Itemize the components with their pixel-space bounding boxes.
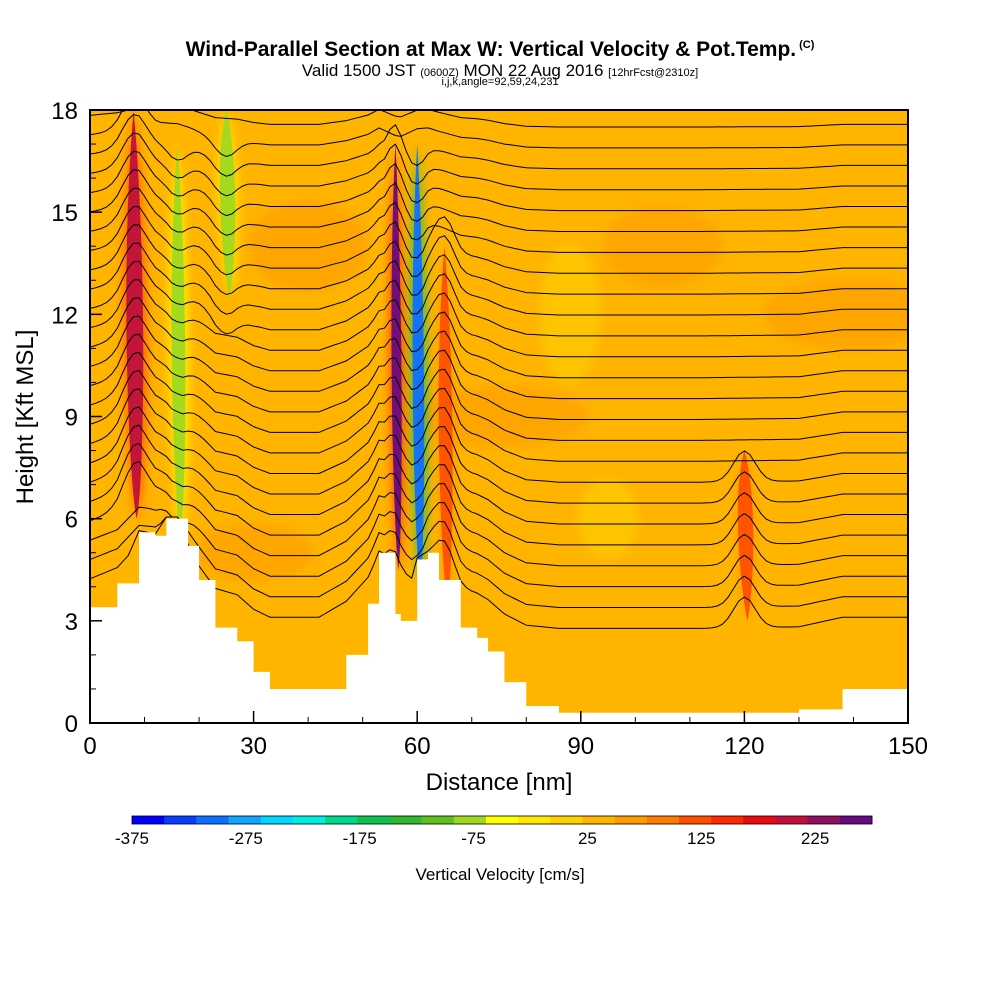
colorbar-swatch xyxy=(228,816,262,824)
theta-contour xyxy=(90,150,908,217)
colorbar-swatch xyxy=(614,816,648,824)
colorbar-swatch xyxy=(164,816,197,824)
theta-contour xyxy=(90,279,908,358)
theta-contour xyxy=(90,460,908,567)
colorbar: -375 -275 -175 -75 25 125 225 xyxy=(115,815,873,848)
x-tick-label: 150 xyxy=(888,733,928,760)
theta-contour xyxy=(90,297,908,379)
theta-contour xyxy=(90,110,908,128)
theta-contours xyxy=(90,88,908,629)
x-tick-label: 30 xyxy=(240,733,267,760)
velocity-patch xyxy=(193,524,314,581)
theta-contour xyxy=(90,501,908,588)
theta-contour xyxy=(90,516,908,629)
theta-contour xyxy=(90,516,908,608)
colorbar-title: Vertical Velocity [cm/s] xyxy=(415,865,584,884)
colorbar-label: -75 xyxy=(461,829,486,848)
colorbar-swatch xyxy=(711,816,744,824)
y-tick-label: 18 xyxy=(51,98,78,125)
theta-contour xyxy=(90,333,908,420)
colorbar-swatch xyxy=(260,816,294,824)
y-tick-label: 12 xyxy=(51,302,78,329)
y-tick-label: 0 xyxy=(65,711,78,738)
y-axis: 0 3 6 9 12 15 18 xyxy=(51,98,102,738)
theta-contour xyxy=(90,110,908,158)
theta-contour xyxy=(90,406,908,504)
theta-contour xyxy=(90,242,908,316)
colorbar-label: -375 xyxy=(115,829,149,848)
terrain-fill xyxy=(90,518,908,723)
theta-contour xyxy=(90,114,908,177)
terrain-mask xyxy=(90,518,908,723)
y-axis-title: Height [Kft MSL] xyxy=(12,330,39,505)
colorbar-swatch xyxy=(743,816,776,824)
colorbar-swatch xyxy=(550,816,583,824)
velocity-patch xyxy=(539,244,600,385)
colorbar-swatch xyxy=(357,816,390,824)
colorbar-label: 25 xyxy=(578,829,597,848)
x-axis-title: Distance [nm] xyxy=(426,769,573,796)
colorbar-swatch xyxy=(132,816,165,824)
colorbar-swatch xyxy=(292,816,326,824)
chart-title: Wind-Parallel Section at Max W: Vertical… xyxy=(185,38,815,61)
colorbar-swatch xyxy=(485,816,519,824)
velocity-patch xyxy=(409,386,589,447)
velocity-field xyxy=(90,110,908,723)
colorbar-swatch xyxy=(196,816,229,824)
x-tick-label: 90 xyxy=(567,733,594,760)
theta-contour xyxy=(90,224,908,296)
colorbar-label: 225 xyxy=(801,829,829,848)
theta-contour xyxy=(90,369,908,462)
colorbar-swatch xyxy=(518,816,551,824)
colorbar-swatch xyxy=(678,816,712,824)
colorbar-swatch xyxy=(453,816,487,824)
velocity-patch xyxy=(763,279,908,350)
chart-subtitle: Valid 1500 JST (0600Z) MON 22 Aug 2016 [… xyxy=(301,61,699,80)
velocity-patch xyxy=(578,478,639,559)
velocity-patch xyxy=(248,201,369,292)
colorbar-swatch xyxy=(421,816,455,824)
colorbar-swatch xyxy=(775,816,809,824)
theta-contour xyxy=(90,88,908,106)
chart-indices: i,j,k,angle=92,59,24,231 xyxy=(441,76,559,88)
theta-contour xyxy=(90,424,908,525)
x-tick-label: 0 xyxy=(83,733,96,760)
velocity-feature xyxy=(438,246,453,604)
colorbar-swatch xyxy=(646,816,680,824)
x-axis: 0 30 60 90 120 150 xyxy=(83,711,928,760)
colorbar-label: -175 xyxy=(343,829,377,848)
theta-contour xyxy=(90,442,908,546)
theta-contour xyxy=(90,187,908,256)
theta-contour xyxy=(90,205,908,276)
colorbar-frame xyxy=(131,815,873,825)
colorbar-label: -275 xyxy=(229,829,263,848)
y-tick-label: 15 xyxy=(51,200,78,227)
y-tick-label: 6 xyxy=(65,507,78,534)
theta-contour xyxy=(90,351,908,441)
x-tick-label: 120 xyxy=(724,733,764,760)
theta-contour xyxy=(90,260,908,337)
colorbar-swatch xyxy=(839,816,873,824)
theta-contour xyxy=(90,132,908,197)
theta-contour xyxy=(90,315,908,400)
theta-contour xyxy=(90,388,908,483)
colorbar-swatch xyxy=(807,816,841,824)
y-tick-label: 9 xyxy=(65,405,78,432)
y-tick-label: 3 xyxy=(65,609,78,636)
velocity-patch xyxy=(602,206,723,287)
colorbar-swatch xyxy=(389,816,422,824)
colorbar-swatch xyxy=(325,816,358,824)
colorbar-swatch xyxy=(582,816,615,824)
velocity-feature xyxy=(219,110,236,298)
colorbar-label: 125 xyxy=(687,829,715,848)
velocity-feature xyxy=(126,110,144,519)
theta-contour xyxy=(90,169,908,236)
x-tick-label: 60 xyxy=(404,733,431,760)
